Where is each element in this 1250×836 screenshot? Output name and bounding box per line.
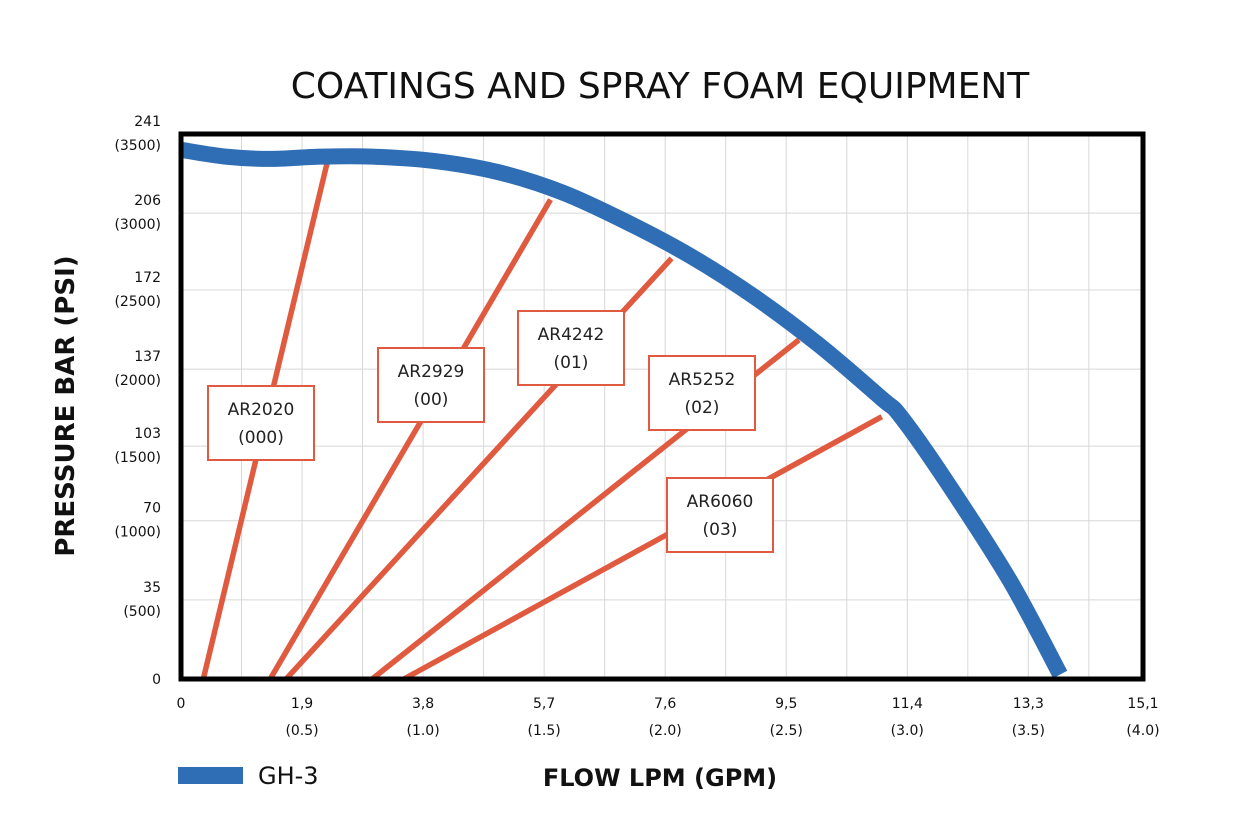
x-axis-label: FLOW LPM (GPM) [543, 764, 777, 792]
x-tick-label: 0 [177, 696, 186, 712]
x-tick-sublabel: (0.5) [285, 723, 318, 739]
plot-frame [178, 131, 1146, 682]
x-tick-sublabel: (2.5) [770, 723, 803, 739]
y-tick-sublabel: (3500) [114, 138, 161, 154]
tip-box-ar5252: AR5252 (02) [648, 355, 756, 431]
tick-labels: 0 1,9 (0.5) 3,8 (1.0) 5,7 (1.5) 7,6 (2.0) 9,5 (2.5… [114, 114, 1159, 739]
chart-title: COATINGS AND SPRAY FOAM EQUIPMENT [291, 66, 1031, 107]
y-tick-label: 206 [134, 193, 161, 209]
y-tick-sublabel: (500) [123, 604, 161, 620]
x-tick-label: 15,1 [1127, 696, 1158, 712]
tip-line-ar2929 [267, 198, 553, 681]
legend: GH-3 [178, 762, 319, 790]
tip-line-ar6060 [402, 414, 884, 682]
tip-box-code: (02) [685, 398, 720, 418]
y-tick-label: 172 [134, 270, 161, 286]
legend-swatch-gh3 [178, 767, 243, 784]
x-tick-sublabel: (3.0) [891, 723, 924, 739]
y-tick-sublabel: (3000) [114, 217, 161, 233]
x-tick-label: 13,3 [1013, 696, 1044, 712]
y-tick-sublabel: (1500) [114, 450, 161, 466]
x-tick-label: 7,6 [654, 696, 676, 712]
tip-box-code: (01) [554, 353, 589, 373]
x-tick-label: 11,4 [892, 696, 923, 712]
x-tick-sublabel: (2.0) [649, 723, 682, 739]
tip-box-name: AR2020 [228, 400, 295, 420]
legend-label-gh3: GH-3 [258, 762, 319, 790]
x-tick-label: 1,9 [291, 696, 313, 712]
tip-box-ar2929: AR2929 (00) [377, 347, 485, 423]
x-tick-sublabel: (4.0) [1126, 723, 1159, 739]
tip-box-ar4242: AR4242 (01) [517, 310, 625, 386]
tip-box-name: AR2929 [398, 362, 465, 382]
y-tick-label: 70 [143, 501, 161, 517]
x-tick-sublabel: (1.5) [528, 723, 561, 739]
tip-box-code: (000) [238, 428, 284, 448]
tip-box-name: AR5252 [669, 370, 736, 390]
tip-box-ar2020: AR2020 (000) [207, 385, 315, 461]
tip-label-boxes: AR2020 (000) AR2929 (00) AR4242 (01) AR5252 (02… [207, 310, 774, 553]
x-tick-label: 3,8 [412, 696, 434, 712]
y-tick-label: 0 [152, 672, 161, 688]
tip-box-code: (03) [703, 520, 738, 540]
y-tick-label: 137 [134, 349, 161, 365]
y-tick-sublabel: (1000) [114, 525, 161, 541]
tip-box-frame [648, 355, 756, 431]
y-tick-label: 241 [134, 114, 161, 130]
x-tick-label: 5,7 [533, 696, 555, 712]
tip-box-frame [666, 477, 774, 553]
y-axis-label: PRESSURE BAR (PSI) [51, 255, 81, 556]
tip-box-ar6060: AR6060 (03) [666, 477, 774, 553]
tip-box-frame [517, 310, 625, 386]
tip-box-code: (00) [414, 390, 449, 410]
y-tick-label: 35 [143, 580, 161, 596]
tip-box-frame [207, 385, 315, 461]
series-curves [179, 141, 1068, 679]
y-tick-sublabel: (2000) [114, 373, 161, 389]
x-tick-label: 9,5 [775, 696, 797, 712]
series-line-gh-3 [179, 141, 1068, 679]
y-tick-sublabel: (2500) [114, 294, 161, 310]
y-tick-label: 103 [134, 426, 161, 442]
tip-box-name: AR4242 [538, 325, 605, 345]
x-tick-sublabel: (3.5) [1012, 723, 1045, 739]
x-tick-sublabel: (1.0) [406, 723, 439, 739]
tip-box-frame [377, 347, 485, 423]
tip-box-name: AR6060 [687, 492, 754, 512]
